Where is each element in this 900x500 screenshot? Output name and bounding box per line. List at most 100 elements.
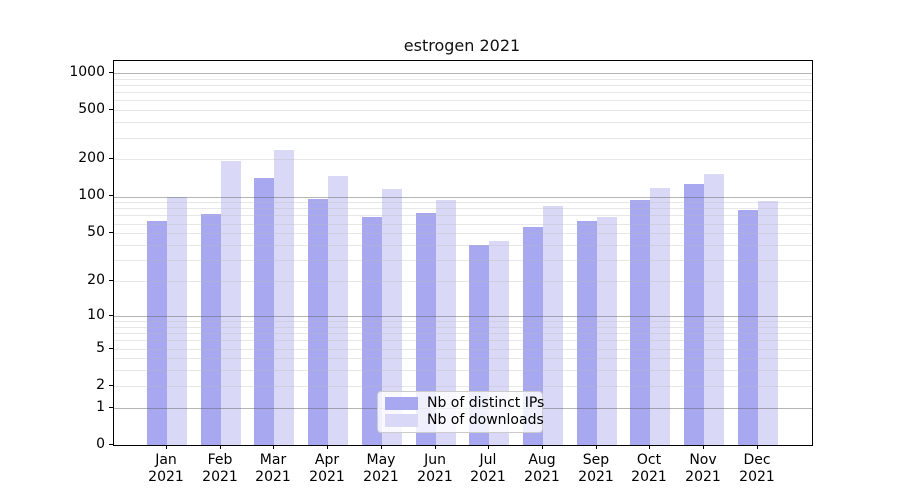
x-tick-oct <box>649 445 650 449</box>
x-tick-label-mar: Mar 2021 <box>255 452 291 485</box>
minor-gridline-6 <box>114 340 812 342</box>
x-tick-jun <box>435 445 436 449</box>
legend: Nb of distinct IPs Nb of downloads <box>377 391 544 433</box>
major-gridline-1000 <box>114 72 812 74</box>
x-tick-apr <box>327 445 328 449</box>
y-tick-100 <box>109 195 113 196</box>
y-tick-label-50: 50 <box>87 224 105 240</box>
x-tick-label-jan: Jan 2021 <box>148 452 184 485</box>
minor-gridline-50 <box>114 233 812 235</box>
legend-item-downloads: Nb of downloads <box>385 413 544 428</box>
minor-gridline-5 <box>114 348 812 350</box>
plot-area <box>113 60 813 446</box>
x-tick-jul <box>488 445 489 449</box>
minor-gridline-500 <box>114 110 812 112</box>
minor-gridline-40 <box>114 245 812 246</box>
x-tick-label-oct: Oct 2021 <box>631 452 667 485</box>
legend-label-distinct-ips: Nb of distinct IPs <box>427 395 545 411</box>
bar-downloads-mar <box>274 150 294 445</box>
minor-gridline-400 <box>114 122 812 124</box>
y-tick-1 <box>109 407 113 408</box>
bar-downloads-dec <box>758 200 778 445</box>
x-tick-label-nov: Nov 2021 <box>685 452 721 485</box>
x-tick-label-aug: Aug 2021 <box>524 452 560 485</box>
bar-distinct-ips-aug <box>523 227 543 445</box>
legend-swatch-distinct-ips <box>385 397 418 410</box>
minor-gridline-90 <box>114 202 812 204</box>
minor-gridline-600 <box>114 100 812 102</box>
bar-distinct-ips-mar <box>254 178 274 445</box>
major-gridline-10 <box>114 315 812 317</box>
y-tick-1000 <box>109 72 113 73</box>
y-tick-20 <box>109 280 113 281</box>
minor-gridline-4 <box>114 358 812 360</box>
minor-gridline-800 <box>114 84 812 86</box>
y-tick-200 <box>109 158 113 159</box>
x-tick-label-feb: Feb 2021 <box>202 452 238 485</box>
y-tick-label-1000: 1000 <box>69 64 105 80</box>
minor-gridline-7 <box>114 333 812 334</box>
y-tick-0 <box>109 444 113 445</box>
y-tick-50 <box>109 232 113 233</box>
bar-downloads-sep <box>597 217 617 445</box>
y-tick-label-5: 5 <box>96 340 105 356</box>
x-tick-label-jun: Jun 2021 <box>417 452 453 485</box>
chart-title: estrogen 2021 <box>403 36 521 55</box>
minor-gridline-3 <box>114 370 812 372</box>
x-tick-nov <box>703 445 704 449</box>
legend-label-downloads: Nb of downloads <box>427 412 544 428</box>
y-tick-label-500: 500 <box>78 101 105 117</box>
minor-gridline-20 <box>114 281 812 282</box>
x-tick-label-may: May 2021 <box>363 452 399 485</box>
y-tick-label-200: 200 <box>78 150 105 166</box>
legend-swatch-downloads <box>385 414 418 427</box>
minor-gridline-300 <box>114 137 812 139</box>
x-tick-may <box>381 445 382 449</box>
bar-distinct-ips-oct <box>630 200 650 445</box>
bar-distinct-ips-jun <box>416 212 436 445</box>
y-tick-label-1: 1 <box>96 399 105 415</box>
x-tick-label-dec: Dec 2021 <box>739 452 775 485</box>
minor-gridline-8 <box>114 326 812 328</box>
bar-downloads-feb <box>221 160 241 445</box>
minor-gridline-60 <box>114 223 812 225</box>
minor-gridline-30 <box>114 260 812 262</box>
x-tick-label-jul: Jul 2021 <box>470 452 506 485</box>
bar-downloads-oct <box>650 187 670 445</box>
bar-downloads-may <box>382 189 402 445</box>
y-tick-label-0: 0 <box>96 436 105 452</box>
minor-gridline-9 <box>114 321 812 322</box>
bar-downloads-apr <box>328 175 348 445</box>
x-tick-feb <box>220 445 221 449</box>
bar-distinct-ips-dec <box>738 210 758 445</box>
legend-item-distinct-ips: Nb of distinct IPs <box>385 396 544 411</box>
bar-downloads-nov <box>704 173 724 445</box>
minor-gridline-700 <box>114 92 812 94</box>
y-tick-2 <box>109 385 113 386</box>
y-tick-label-20: 20 <box>87 272 105 288</box>
x-tick-jan <box>166 445 167 449</box>
minor-gridline-200 <box>114 159 812 161</box>
x-tick-dec <box>757 445 758 449</box>
minor-gridline-900 <box>114 78 812 80</box>
minor-gridline-80 <box>114 208 812 210</box>
y-tick-label-2: 2 <box>96 377 105 393</box>
bar-downloads-jan <box>167 196 187 445</box>
bar-distinct-ips-jan <box>147 221 167 445</box>
y-tick-500 <box>109 109 113 110</box>
y-tick-10 <box>109 315 113 316</box>
bar-distinct-ips-nov <box>684 183 704 445</box>
bar-distinct-ips-feb <box>201 213 221 445</box>
y-tick-label-100: 100 <box>78 187 105 203</box>
x-tick-mar <box>273 445 274 449</box>
minor-gridline-70 <box>114 215 812 217</box>
minor-gridline-2 <box>114 385 812 387</box>
bar-distinct-ips-may <box>362 217 382 445</box>
x-tick-label-apr: Apr 2021 <box>309 452 345 485</box>
bar-distinct-ips-sep <box>577 221 597 445</box>
y-tick-5 <box>109 348 113 349</box>
x-tick-aug <box>542 445 543 449</box>
major-gridline-100 <box>114 196 812 198</box>
bar-downloads-jun <box>436 200 456 445</box>
